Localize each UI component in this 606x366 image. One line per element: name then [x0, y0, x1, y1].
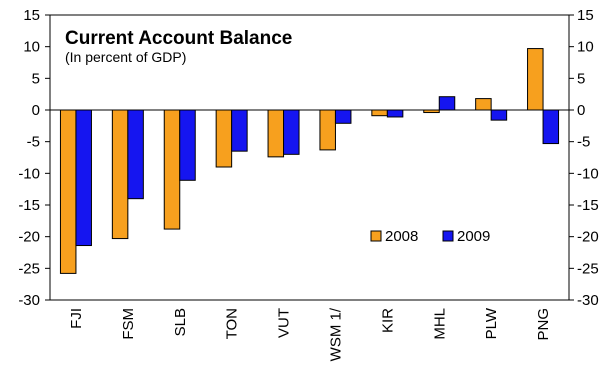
- right-tick-label: -5: [577, 134, 590, 151]
- right-tick-label: 5: [577, 70, 585, 87]
- category-label: VUT: [276, 308, 293, 338]
- bar-2008-PLW: [475, 98, 492, 111]
- y-tick-label: 15: [23, 7, 40, 24]
- bar-2009-WSM1: [334, 109, 352, 124]
- right-tick-label: -20: [577, 229, 599, 246]
- legend-swatch: [442, 230, 454, 242]
- y-tick-label: -5: [27, 134, 40, 151]
- bar-2009-PLW: [490, 109, 508, 121]
- bar-2008-PNG: [527, 48, 544, 111]
- legend-swatch: [370, 230, 382, 242]
- bar-2008-TON: [215, 109, 233, 168]
- left-axis: 15 10 5 0 -5 -10 -15 -20 -25 -30: [18, 7, 50, 309]
- category-label: FSM: [120, 308, 137, 340]
- category-label: MHL: [431, 308, 448, 340]
- category-label: SLB: [172, 308, 189, 336]
- category-label: PLW: [483, 307, 500, 339]
- bar-2009-SLB: [179, 109, 196, 181]
- category-label: PNG: [535, 308, 552, 341]
- category-label: TON: [224, 308, 241, 339]
- legend-label: 2009: [457, 228, 490, 245]
- chart-subtitle: (In percent of GDP): [65, 49, 186, 65]
- bar-2009-PNG: [542, 109, 560, 145]
- right-tick-label: 0: [577, 102, 585, 119]
- legend: 2008 2009: [370, 228, 490, 245]
- right-tick-label: -30: [577, 292, 599, 309]
- bar-2008-FSM: [111, 109, 129, 240]
- bar-2009-TON: [231, 109, 248, 152]
- legend-label: 2008: [385, 228, 418, 245]
- bar-2008-SLB: [163, 109, 181, 230]
- bar-2009-FJI: [75, 109, 92, 247]
- right-tick-label: 15: [577, 7, 594, 24]
- right-axis: 15 10 5 0 -5 -10 -15 -20 -25 -30: [569, 7, 599, 309]
- bar-2009-MHL: [438, 96, 456, 111]
- category-label: FJI: [68, 308, 85, 329]
- chart-title: Current Account Balance: [65, 28, 292, 49]
- right-tick-label: -10: [577, 165, 599, 182]
- bar-2008-VUT: [267, 109, 285, 158]
- y-tick-label: 10: [23, 39, 40, 56]
- category-label: WSM 1/: [327, 307, 344, 361]
- right-tick-label: -25: [577, 260, 599, 277]
- y-tick-label: -20: [18, 229, 40, 246]
- y-tick-label: 5: [32, 70, 40, 87]
- y-tick-label: -15: [18, 197, 40, 214]
- y-tick-label: 0: [32, 102, 40, 119]
- right-tick-label: 10: [577, 39, 594, 56]
- category-label: KIR: [379, 308, 396, 333]
- y-tick-label: -25: [18, 260, 40, 277]
- bar-2008-FJI: [59, 109, 77, 274]
- right-tick-label: -15: [577, 197, 599, 214]
- y-tick-label: -30: [18, 292, 40, 309]
- bar-2009-FSM: [127, 109, 144, 200]
- bar-2008-KIR: [371, 109, 388, 117]
- bar-2009-KIR: [386, 109, 404, 118]
- bar-2008-WSM1: [319, 109, 336, 151]
- category-labels: FJI FSM SLB TON VUT WSM 1/KIR MHL PLW PNG: [68, 307, 552, 361]
- bar-2009-VUT: [283, 109, 300, 155]
- y-tick-label: -10: [18, 165, 40, 182]
